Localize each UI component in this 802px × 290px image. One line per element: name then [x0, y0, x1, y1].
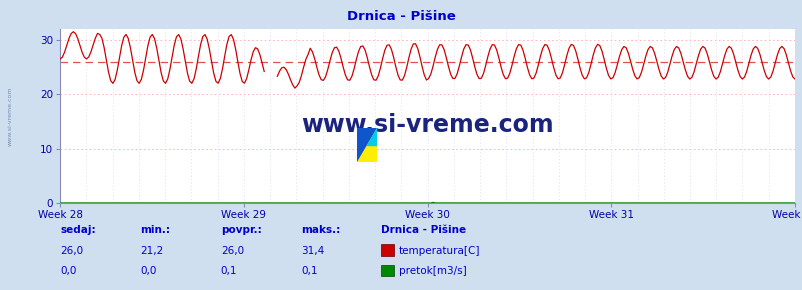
Text: Drnica - Pišine: Drnica - Pišine	[381, 225, 466, 235]
Text: www.si-vreme.com: www.si-vreme.com	[8, 86, 13, 146]
Text: sedaj:: sedaj:	[60, 225, 95, 235]
Polygon shape	[367, 128, 377, 145]
Polygon shape	[357, 128, 377, 162]
Text: 0,0: 0,0	[60, 266, 76, 276]
Text: povpr.:: povpr.:	[221, 225, 261, 235]
Text: 26,0: 26,0	[221, 246, 244, 256]
Text: min.:: min.:	[140, 225, 170, 235]
Text: temperatura[C]: temperatura[C]	[399, 246, 480, 256]
Text: 0,1: 0,1	[301, 266, 318, 276]
Text: Drnica - Pišine: Drnica - Pišine	[346, 10, 456, 23]
Text: 31,4: 31,4	[301, 246, 324, 256]
Polygon shape	[357, 128, 377, 162]
Text: 21,2: 21,2	[140, 246, 164, 256]
Text: www.si-vreme.com: www.si-vreme.com	[301, 113, 553, 137]
Text: 26,0: 26,0	[60, 246, 83, 256]
Text: maks.:: maks.:	[301, 225, 340, 235]
Text: pretok[m3/s]: pretok[m3/s]	[399, 266, 466, 276]
Text: 0,1: 0,1	[221, 266, 237, 276]
Text: 0,0: 0,0	[140, 266, 156, 276]
